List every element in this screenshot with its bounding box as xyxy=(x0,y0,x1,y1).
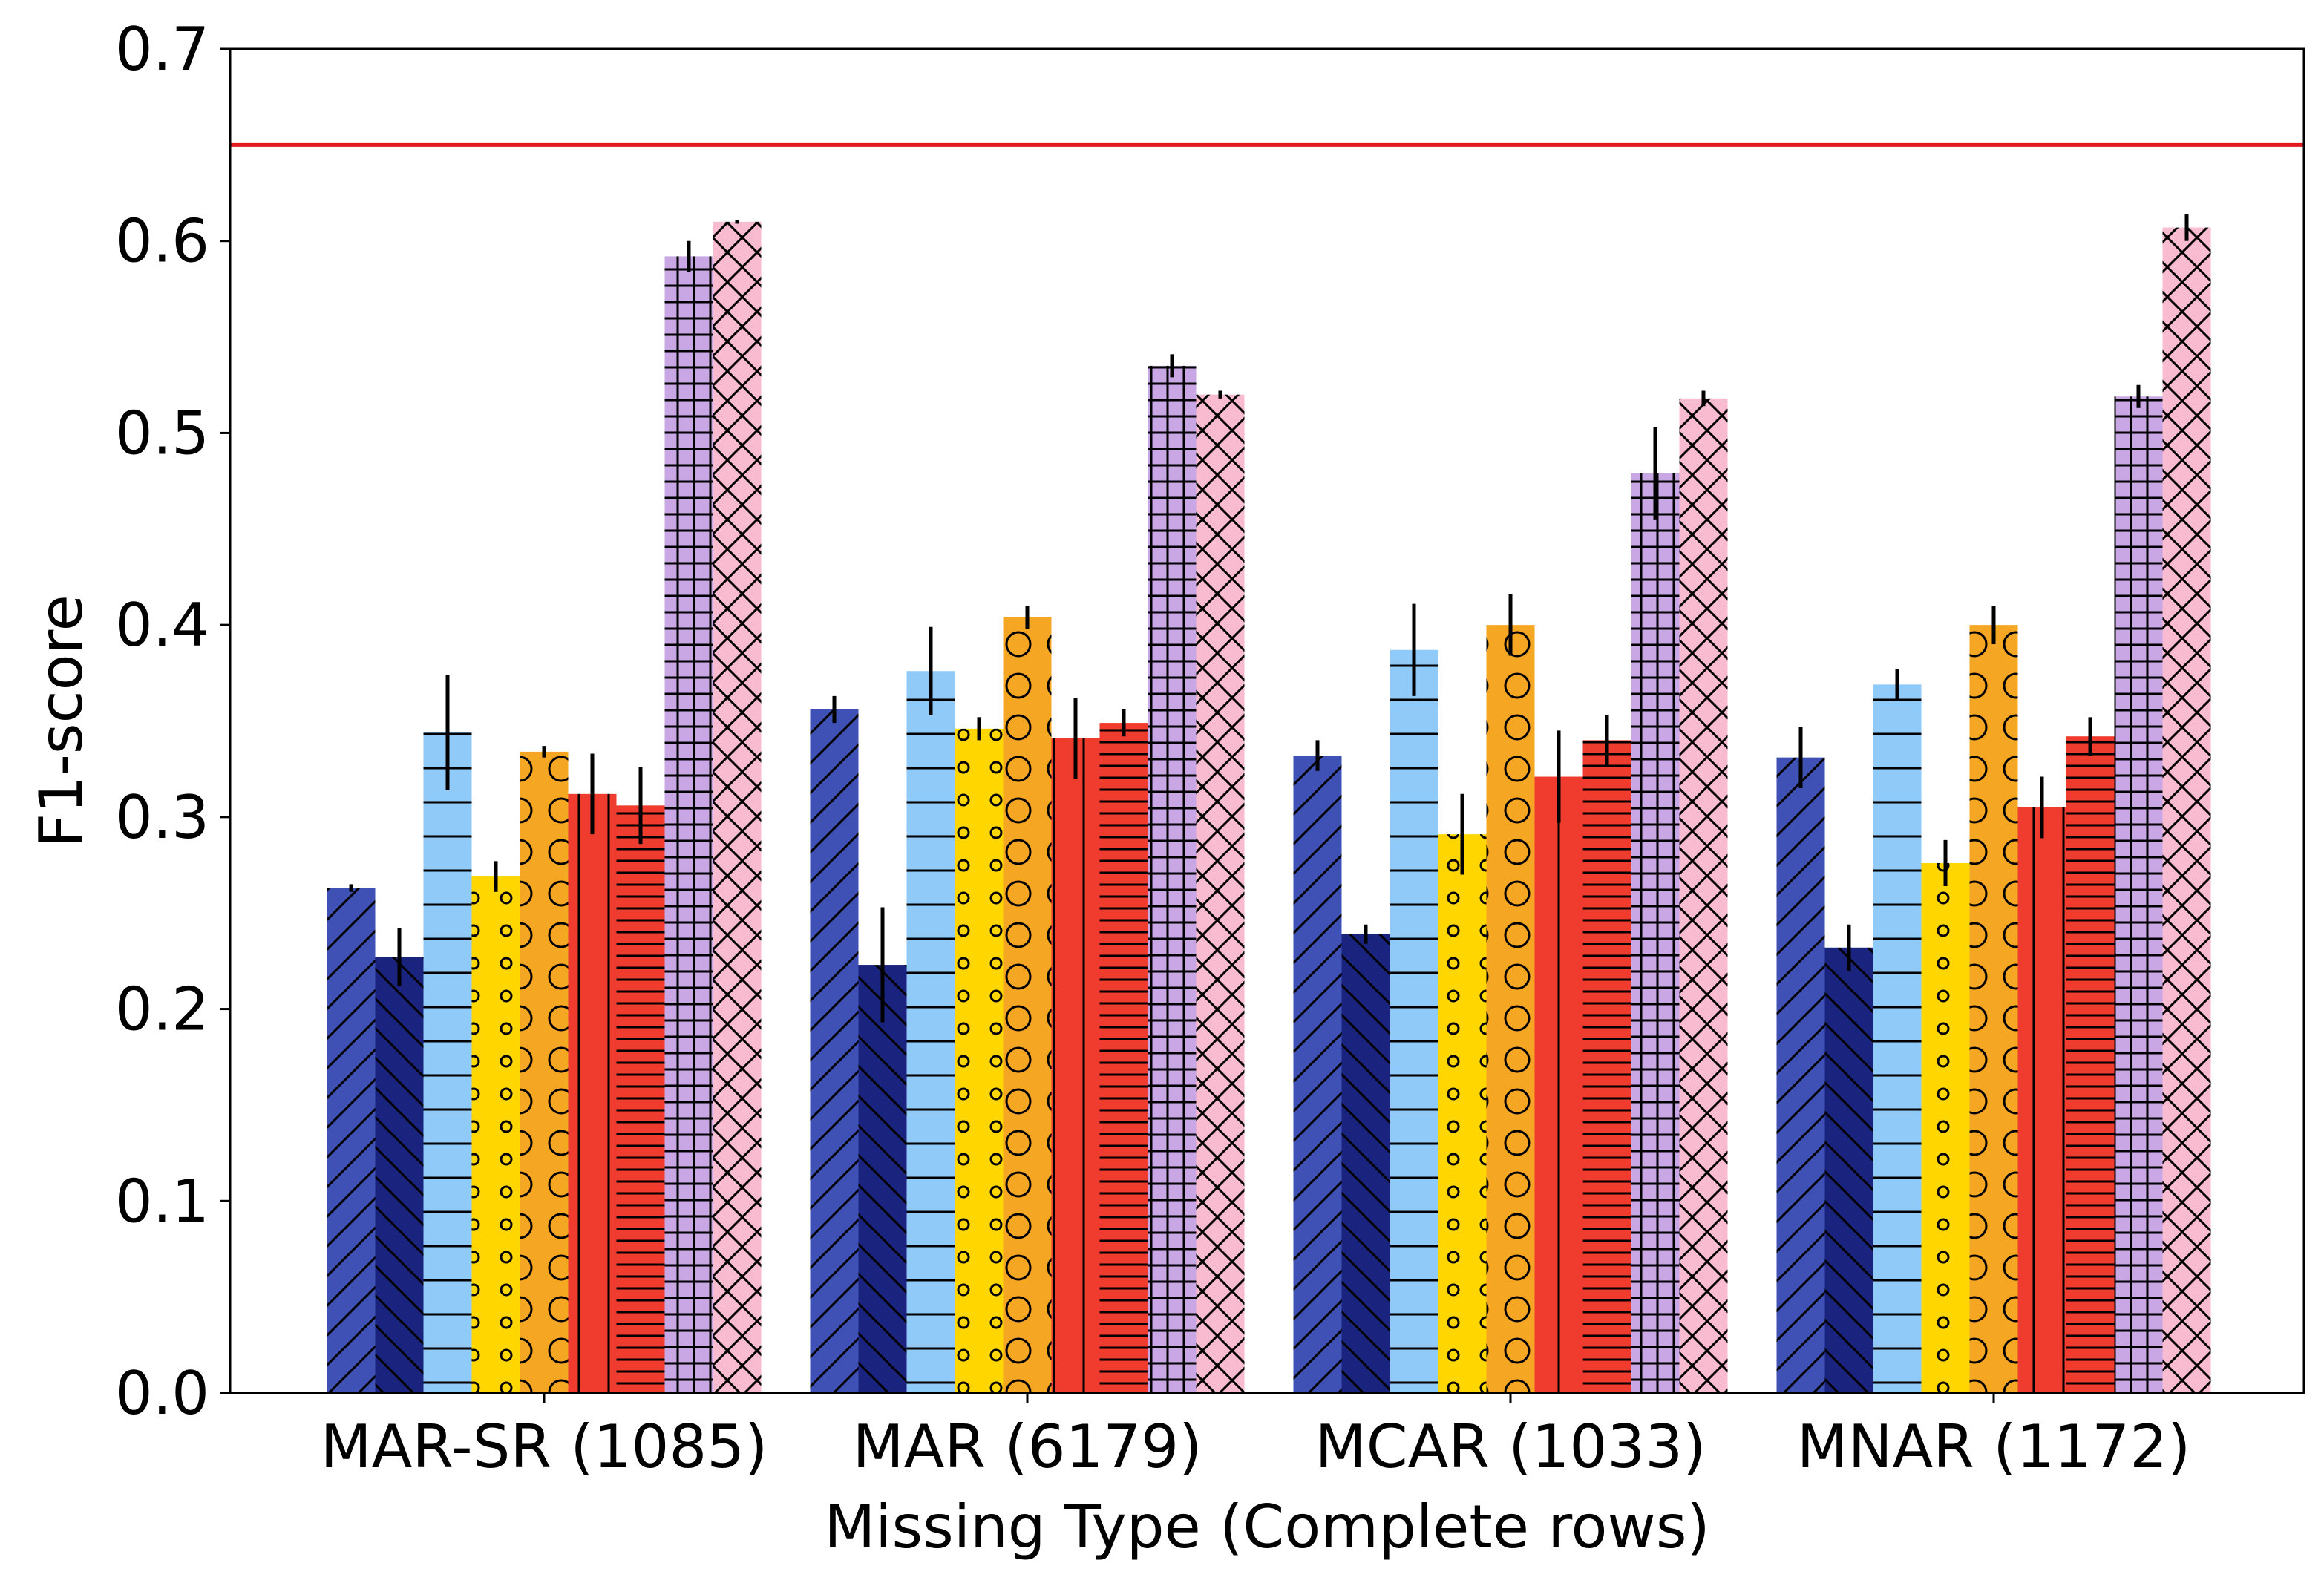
bar xyxy=(568,793,617,1393)
bar xyxy=(1051,738,1100,1393)
bar xyxy=(664,256,713,1394)
bar xyxy=(1776,757,1825,1393)
bar xyxy=(520,751,569,1393)
y-tick-label: 0.7 xyxy=(115,15,209,84)
bar xyxy=(1003,617,1052,1393)
plot-frame xyxy=(229,47,2305,1394)
bar xyxy=(1438,834,1487,1393)
bars-layer xyxy=(327,221,2211,1394)
y-axis-ticks: 0.0 0.1 0.2 0.3 0.4 0.5 0.6 0.7 xyxy=(115,15,230,1428)
bar xyxy=(2114,396,2163,1393)
bar xyxy=(1293,756,1342,1393)
y-tick-label: 0.0 xyxy=(115,1359,209,1428)
y-tick-label: 0.6 xyxy=(115,207,209,276)
bar xyxy=(858,965,907,1393)
error-bars-layer xyxy=(349,214,2189,1023)
bar xyxy=(1390,649,1438,1393)
y-tick-label: 0.3 xyxy=(115,783,209,852)
y-tick-label: 0.5 xyxy=(115,399,209,468)
bar xyxy=(375,957,424,1393)
bar xyxy=(1631,473,1680,1393)
bar xyxy=(1824,947,1873,1393)
bar xyxy=(471,876,520,1393)
bar xyxy=(1196,394,1245,1393)
x-tick-label: MCAR (1033) xyxy=(1315,1412,1706,1481)
bar xyxy=(1679,398,1728,1393)
bar xyxy=(1969,625,2018,1394)
bar xyxy=(1534,776,1583,1393)
bar xyxy=(2066,736,2115,1393)
bar xyxy=(1099,723,1148,1393)
y-tick-label: 0.1 xyxy=(115,1167,209,1236)
bar xyxy=(1486,625,1535,1394)
bar xyxy=(1341,934,1390,1393)
bar xyxy=(906,671,955,1393)
bar xyxy=(423,732,472,1393)
x-axis-ticks: MAR-SR (1085) MAR (6179) MCAR (1033) MNAR (… xyxy=(321,1393,2191,1481)
bar xyxy=(713,221,762,1393)
bar xyxy=(616,805,665,1393)
bar xyxy=(327,888,376,1393)
bar xyxy=(1921,862,1970,1393)
bar xyxy=(810,709,859,1393)
x-tick-label: MAR-SR (1085) xyxy=(321,1412,768,1481)
y-tick-label: 0.4 xyxy=(115,591,209,660)
bar xyxy=(2162,227,2211,1394)
x-axis-title: Missing Type (Complete rows) xyxy=(824,1492,1710,1561)
x-tick-label: MNAR (1172) xyxy=(1797,1412,2191,1481)
bar xyxy=(2017,807,2066,1393)
bar xyxy=(1148,365,1197,1394)
y-axis-title: F1-score xyxy=(27,594,96,848)
bar xyxy=(1582,740,1631,1393)
x-tick-label: MAR (6179) xyxy=(853,1412,1202,1481)
y-tick-label: 0.2 xyxy=(115,975,209,1044)
bar xyxy=(1873,684,1922,1393)
bar xyxy=(955,728,1004,1393)
